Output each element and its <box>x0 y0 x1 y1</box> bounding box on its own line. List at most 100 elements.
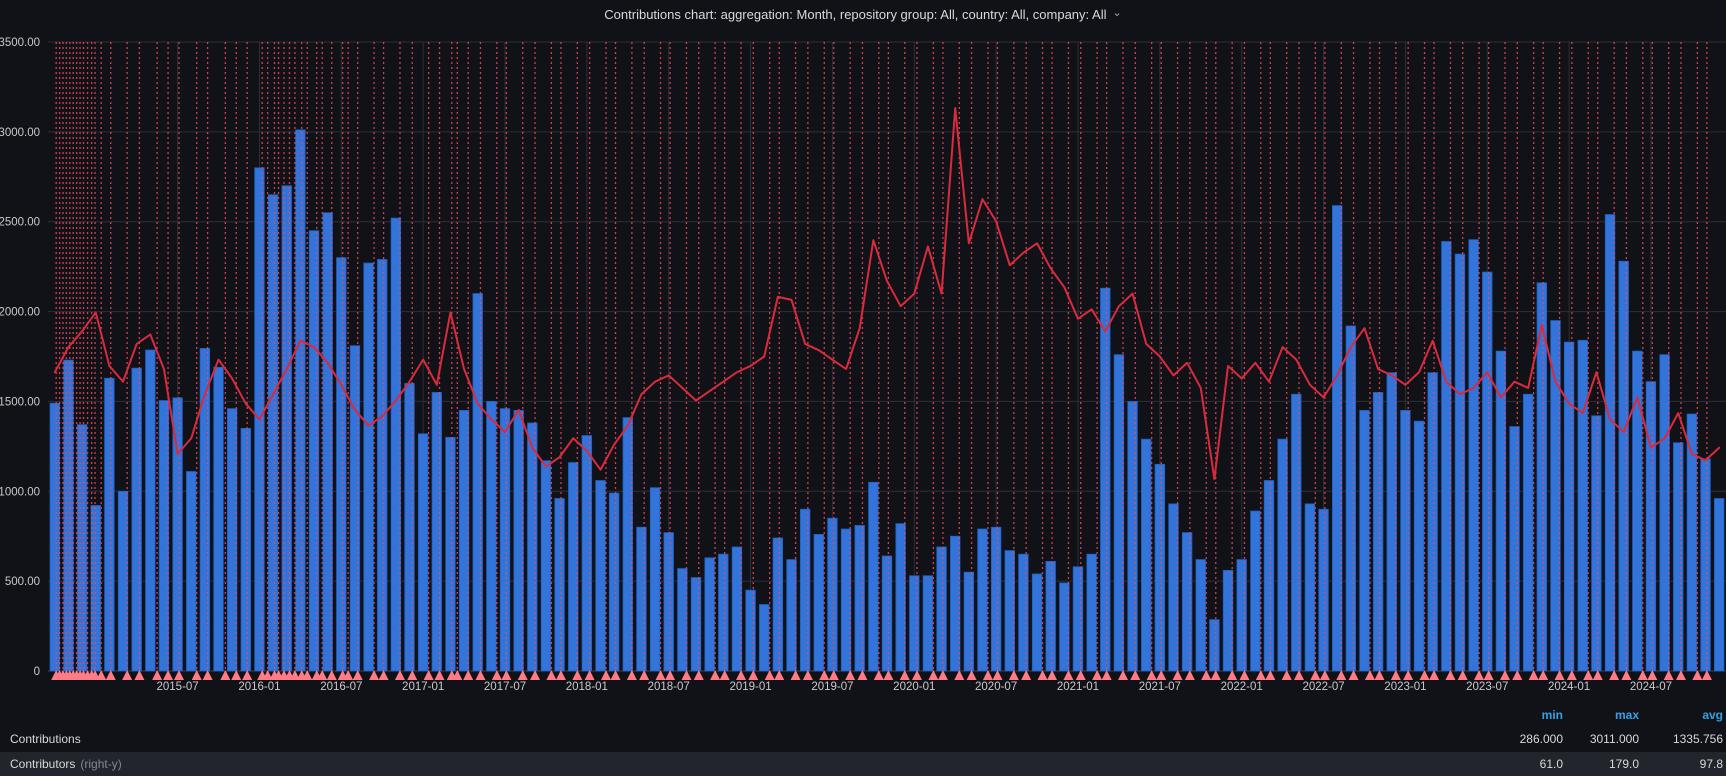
contribution-bar[interactable] <box>1304 503 1316 672</box>
contribution-bar[interactable] <box>868 481 879 672</box>
contribution-bar[interactable] <box>1454 253 1466 672</box>
annotation-marker-icon[interactable] <box>693 670 704 680</box>
annotation-marker-icon[interactable] <box>1047 670 1058 680</box>
annotation-marker-icon[interactable] <box>610 670 621 680</box>
contribution-bar[interactable] <box>1277 438 1288 672</box>
contribution-bar[interactable] <box>772 537 784 672</box>
contribution-bar[interactable] <box>1113 354 1125 672</box>
annotation-marker-icon[interactable] <box>152 670 163 680</box>
contribution-bar[interactable] <box>172 397 183 672</box>
annotation-marker-icon[interactable] <box>1118 670 1129 680</box>
annotation-marker-icon[interactable] <box>899 670 910 680</box>
contribution-bar[interactable] <box>840 528 852 672</box>
annotation-marker-icon[interactable] <box>774 670 785 680</box>
annotation-marker-icon[interactable] <box>1647 670 1658 680</box>
annotation-marker-icon[interactable] <box>828 670 839 680</box>
contribution-bar[interactable] <box>63 359 74 672</box>
annotation-marker-icon[interactable] <box>845 670 856 680</box>
annotation-marker-icon[interactable] <box>530 670 541 680</box>
contribution-bar[interactable] <box>1509 426 1520 672</box>
contribution-bar[interactable] <box>486 401 497 672</box>
contribution-bar[interactable] <box>513 410 524 672</box>
contribution-bar[interactable] <box>472 293 483 672</box>
contribution-bar[interactable] <box>158 400 170 672</box>
annotation-marker-icon[interactable] <box>681 670 692 680</box>
annotation-marker-icon[interactable] <box>1637 670 1648 680</box>
contribution-bar[interactable] <box>1427 372 1438 672</box>
annotation-marker-icon[interactable] <box>1201 670 1212 680</box>
annotation-marker-icon[interactable] <box>134 670 145 680</box>
annotation-marker-icon[interactable] <box>1583 670 1594 680</box>
contribution-bar[interactable] <box>226 408 238 672</box>
annotation-marker-icon[interactable] <box>262 670 273 680</box>
contribution-bar[interactable] <box>690 577 702 672</box>
contribution-bar[interactable] <box>363 262 374 672</box>
annotation-marker-icon[interactable] <box>937 670 948 680</box>
series-toggle-contributions[interactable]: Contributions <box>10 732 81 746</box>
contribution-bar[interactable] <box>1372 392 1384 672</box>
contribution-bar[interactable] <box>622 417 633 672</box>
annotation-marker-icon[interactable] <box>352 670 363 680</box>
contribution-bar[interactable] <box>1291 393 1302 672</box>
contribution-bar[interactable] <box>499 408 511 672</box>
annotation-marker-icon[interactable] <box>912 670 923 680</box>
annotation-marker-icon[interactable] <box>1255 670 1266 680</box>
annotation-marker-icon[interactable] <box>1101 670 1112 680</box>
contribution-bar[interactable] <box>104 377 115 672</box>
annotation-marker-icon[interactable] <box>1663 670 1674 680</box>
annotation-marker-icon[interactable] <box>764 670 775 680</box>
contribution-bar[interactable] <box>922 575 934 672</box>
annotation-marker-icon[interactable] <box>883 670 894 680</box>
annotation-marker-icon[interactable] <box>655 670 666 680</box>
contribution-bar[interactable] <box>90 505 101 672</box>
contribution-bar[interactable] <box>527 422 538 672</box>
annotation-marker-icon[interactable] <box>1075 670 1086 680</box>
contribution-bar[interactable] <box>990 526 1002 672</box>
contribution-bar[interactable] <box>49 402 60 672</box>
annotation-marker-icon[interactable] <box>1512 670 1523 680</box>
contribution-bar[interactable] <box>1536 282 1548 672</box>
annotation-marker-icon[interactable] <box>966 670 977 680</box>
annotation-marker-icon[interactable] <box>1184 670 1195 680</box>
annotation-marker-icon[interactable] <box>491 670 502 680</box>
contribution-bar[interactable] <box>1250 510 1261 672</box>
annotation-marker-icon[interactable] <box>96 670 107 680</box>
contribution-bar[interactable] <box>1700 458 1711 672</box>
annotation-marker-icon[interactable] <box>289 670 300 680</box>
annotation-marker-icon[interactable] <box>1390 670 1401 680</box>
annotation-marker-icon[interactable] <box>1592 670 1603 680</box>
contribution-bar[interactable] <box>636 526 647 672</box>
annotation-marker-icon[interactable] <box>1457 670 1468 680</box>
contribution-bar[interactable] <box>458 410 470 672</box>
annotation-marker-icon[interactable] <box>1374 670 1385 680</box>
annotation-marker-icon[interactable] <box>326 670 337 680</box>
contributions-chart-canvas[interactable]: 0 500.00 1000.00 1500.00 2000.00 2500.00 3000.… <box>0 28 1726 704</box>
contribution-bar[interactable] <box>145 349 156 672</box>
annotation-marker-icon[interactable] <box>1701 670 1712 680</box>
contribution-bar[interactable] <box>731 546 743 672</box>
annotation-marker-icon[interactable] <box>665 670 676 680</box>
annotation-marker-icon[interactable] <box>1021 670 1032 680</box>
contribution-bar[interactable] <box>431 392 442 672</box>
annotation-marker-icon[interactable] <box>463 670 474 680</box>
contribution-bar[interactable] <box>704 557 715 672</box>
contribution-bar[interactable] <box>827 517 838 672</box>
annotation-marker-icon[interactable] <box>1528 670 1539 680</box>
annotation-marker-icon[interactable] <box>1008 670 1019 680</box>
annotation-marker-icon[interactable] <box>434 670 445 680</box>
contribution-bar[interactable] <box>759 604 770 672</box>
contribution-bar[interactable] <box>1086 553 1097 672</box>
annotation-marker-icon[interactable] <box>600 670 611 680</box>
contribution-bar[interactable] <box>213 366 224 672</box>
annotation-marker-icon[interactable] <box>517 670 528 680</box>
contribution-bar[interactable] <box>1018 553 1029 672</box>
contribution-bar[interactable] <box>1072 566 1084 672</box>
contribution-bar[interactable] <box>199 348 211 672</box>
annotation-marker-icon[interactable] <box>1265 670 1276 680</box>
annotation-marker-icon[interactable] <box>163 670 174 680</box>
contribution-bar[interactable] <box>1318 508 1329 672</box>
annotation-marker-icon[interactable] <box>1483 670 1494 680</box>
contribution-bar[interactable] <box>322 212 333 672</box>
annotation-marker-icon[interactable] <box>1474 670 1485 680</box>
annotation-marker-icon[interactable] <box>1419 670 1430 680</box>
